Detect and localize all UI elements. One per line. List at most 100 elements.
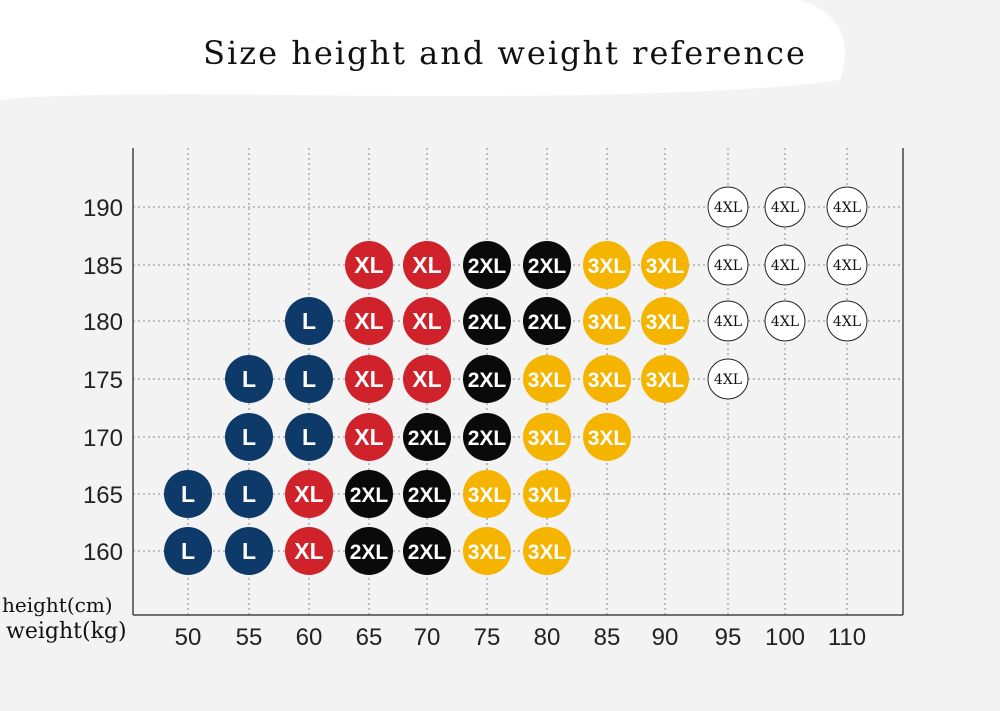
height-header: 165: [83, 482, 123, 509]
size-label: 4XL: [714, 258, 742, 274]
weight-header: 50: [175, 624, 202, 651]
size-badge: [403, 527, 451, 575]
size-label: XL: [294, 538, 323, 564]
size-label: L: [242, 366, 256, 392]
size-label: XL: [354, 252, 383, 278]
size-label: XL: [354, 308, 383, 334]
size-badge: [285, 413, 333, 461]
size-label: 3XL: [528, 427, 567, 450]
size-badge: [707, 244, 749, 286]
weight-header: 75: [474, 624, 501, 651]
size-badge: [583, 355, 631, 403]
size-badge: [583, 297, 631, 345]
height-header: 175: [83, 367, 123, 394]
size-badge: [225, 527, 273, 575]
size-label: 2XL: [468, 427, 507, 450]
size-label: XL: [294, 481, 323, 507]
size-badge: [463, 413, 511, 461]
size-label: 3XL: [528, 541, 567, 564]
size-label: L: [242, 538, 256, 564]
size-badge: [225, 413, 273, 461]
weight-header: 90: [652, 624, 679, 651]
size-label: 2XL: [408, 427, 447, 450]
height-header: 190: [83, 195, 123, 222]
size-label: 2XL: [468, 311, 507, 334]
size-label: L: [181, 538, 195, 564]
size-label: XL: [412, 366, 441, 392]
size-label: XL: [354, 366, 383, 392]
height-header: 185: [83, 253, 123, 280]
weight-header: 55: [236, 624, 263, 651]
size-badge: [641, 241, 689, 289]
size-badge: [641, 355, 689, 403]
size-badge: [345, 241, 393, 289]
size-label: 2XL: [468, 255, 507, 278]
size-label: 3XL: [528, 369, 567, 392]
size-label: 3XL: [646, 311, 685, 334]
size-label: 2XL: [350, 541, 389, 564]
size-badge: [764, 186, 806, 228]
size-label: 2XL: [408, 484, 447, 507]
size-badge: [225, 470, 273, 518]
size-badge: [285, 527, 333, 575]
size-label: L: [242, 481, 256, 507]
size-label: XL: [412, 252, 441, 278]
size-label: L: [302, 366, 316, 392]
size-badge: [403, 413, 451, 461]
size-badge: [523, 527, 571, 575]
size-label: 2XL: [528, 311, 567, 334]
height-header: 170: [83, 425, 123, 452]
size-label: L: [242, 424, 256, 450]
size-label: 3XL: [588, 255, 627, 278]
size-badge: [345, 470, 393, 518]
size-badge: [164, 527, 212, 575]
size-badge: [826, 244, 868, 286]
size-badge: [523, 413, 571, 461]
size-badge: [463, 527, 511, 575]
size-badge: [707, 358, 749, 400]
size-label: 3XL: [588, 311, 627, 334]
size-label: XL: [412, 308, 441, 334]
size-label: 4XL: [771, 200, 799, 216]
size-badge: [826, 186, 868, 228]
height-header: 180: [83, 309, 123, 336]
weight-label: weight(kg): [6, 619, 127, 644]
size-label: 4XL: [771, 258, 799, 274]
size-badge: [641, 297, 689, 345]
title-backdrop: [0, 0, 845, 100]
weight-header: 85: [594, 624, 621, 651]
size-label: 4XL: [714, 314, 742, 330]
size-badge: [826, 300, 868, 342]
size-label: L: [302, 424, 316, 450]
size-badge: [225, 355, 273, 403]
weight-header: 60: [296, 624, 323, 651]
size-label: L: [181, 481, 195, 507]
size-badge: [523, 297, 571, 345]
size-badge: [583, 413, 631, 461]
size-label: 3XL: [468, 484, 507, 507]
size-label: 3XL: [646, 369, 685, 392]
size-label: 3XL: [528, 484, 567, 507]
weight-header: 65: [356, 624, 383, 651]
size-label: 4XL: [771, 314, 799, 330]
size-badge: [523, 241, 571, 289]
weight-header: 110: [828, 624, 866, 651]
size-label: 2XL: [350, 484, 389, 507]
size-badge: [523, 355, 571, 403]
size-label: 2XL: [528, 255, 567, 278]
size-label: L: [302, 308, 316, 334]
size-badge: [463, 470, 511, 518]
size-badge: [403, 470, 451, 518]
size-badge: [764, 300, 806, 342]
size-label: 3XL: [588, 427, 627, 450]
size-badge: [345, 527, 393, 575]
size-label: 4XL: [833, 314, 861, 330]
weight-header: 80: [534, 624, 561, 651]
size-badge: [285, 297, 333, 345]
size-badge: [403, 297, 451, 345]
size-badge: [164, 470, 212, 518]
size-badge: [285, 470, 333, 518]
size-badge: [285, 355, 333, 403]
size-label: 4XL: [714, 372, 742, 388]
